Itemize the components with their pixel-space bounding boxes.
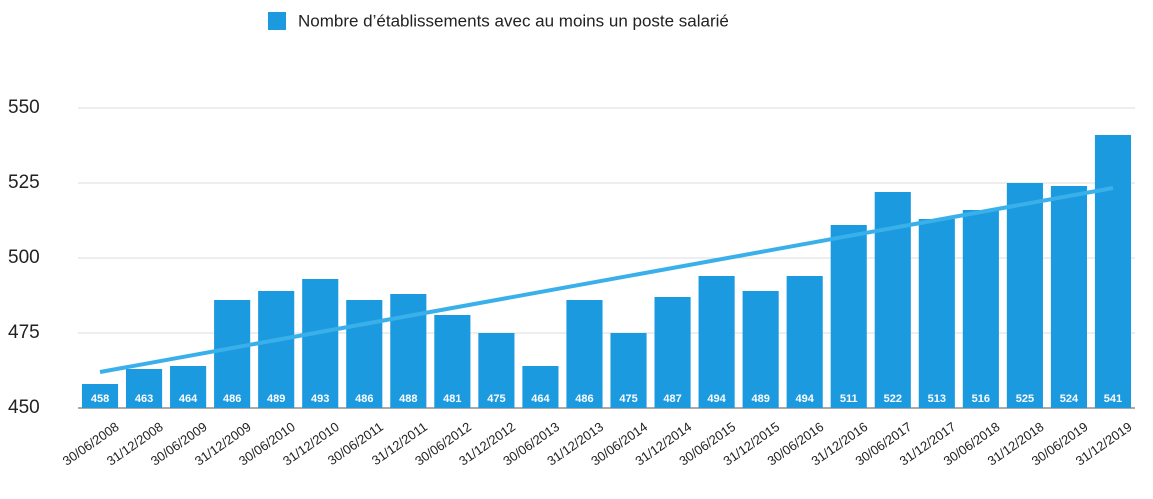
bar (1006, 183, 1043, 408)
bar (566, 300, 603, 408)
value-label: 516 (972, 393, 990, 405)
bar (478, 333, 515, 408)
value-label: 494 (796, 393, 815, 405)
bar (170, 366, 207, 408)
bar (126, 369, 163, 408)
value-label: 489 (751, 393, 769, 405)
value-label: 489 (267, 393, 285, 405)
value-label: 493 (311, 393, 329, 405)
y-tick-label: 500 (8, 247, 40, 268)
value-label: 486 (575, 393, 593, 405)
value-label: 488 (399, 393, 417, 405)
bar (654, 297, 691, 408)
bar (1094, 135, 1132, 408)
value-label: 541 (1104, 393, 1122, 405)
value-label: 486 (223, 393, 241, 405)
value-label: 525 (1016, 393, 1034, 405)
value-label: 494 (707, 393, 726, 405)
bar (698, 276, 735, 408)
legend-label: Nombre d’établissements avec au moins un… (298, 11, 729, 30)
bar (522, 366, 559, 408)
bar (214, 300, 251, 408)
value-label: 524 (1060, 393, 1079, 405)
value-label: 458 (91, 393, 109, 405)
value-label: 464 (531, 393, 550, 405)
y-tick-label: 525 (8, 172, 40, 193)
bar (962, 210, 999, 408)
value-label: 513 (928, 393, 946, 405)
value-label: 481 (443, 393, 461, 405)
value-label: 463 (135, 393, 153, 405)
bar (786, 276, 823, 408)
bar (610, 333, 647, 408)
value-label: 511 (840, 393, 858, 405)
value-label: 487 (663, 393, 681, 405)
value-label: 475 (619, 393, 637, 405)
y-tick-label: 550 (8, 97, 40, 118)
value-label: 475 (487, 393, 505, 405)
bar (918, 219, 955, 408)
bar (742, 291, 779, 408)
bar (346, 300, 383, 408)
bar (258, 291, 295, 408)
value-label: 522 (884, 393, 902, 405)
trendline (99, 186, 1114, 374)
legend-swatch (268, 12, 286, 30)
bar (434, 315, 471, 408)
value-label: 486 (355, 393, 373, 405)
bar (302, 279, 339, 408)
bar (390, 294, 427, 408)
bar (1050, 186, 1087, 408)
bar (81, 384, 119, 408)
y-tick-label: 450 (8, 397, 40, 418)
y-tick-label: 475 (8, 322, 40, 343)
value-label: 464 (179, 393, 198, 405)
bar (830, 225, 867, 408)
